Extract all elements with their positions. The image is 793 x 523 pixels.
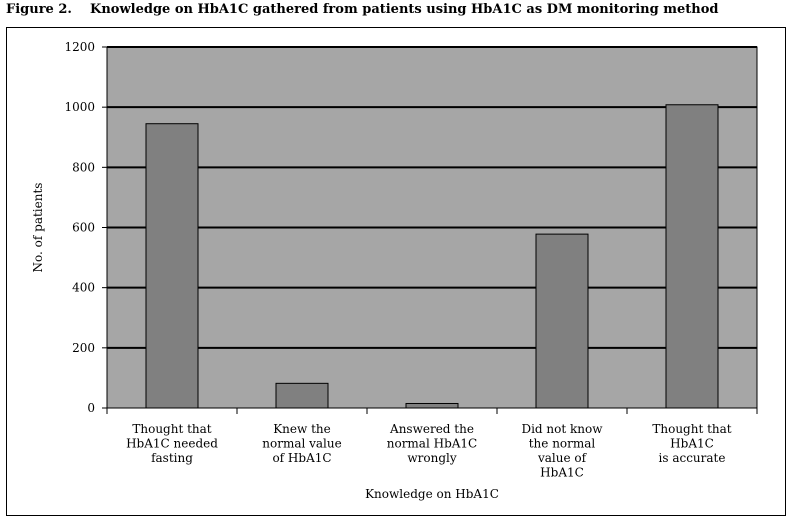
y-tick-labels: 0 200 400 600 800 1000 1200 bbox=[64, 40, 95, 415]
bar bbox=[145, 123, 199, 409]
y-tick-label: 400 bbox=[72, 281, 95, 295]
bars bbox=[145, 104, 719, 409]
x-category-label: Thought that HbA1C needed fasting bbox=[126, 422, 218, 465]
figure-title: Figure 2. Knowledge on HbA1C gathered fr… bbox=[6, 2, 719, 17]
x-category-label: Knew the normal value of HbA1C bbox=[262, 422, 341, 465]
y-tick-label: 800 bbox=[72, 160, 95, 174]
y-tick-label: 600 bbox=[72, 221, 95, 235]
x-category-label: Answered the normal HbA1C wrongly bbox=[387, 422, 478, 465]
y-tick-label: 0 bbox=[87, 401, 95, 415]
x-category-labels: Thought that HbA1C needed fasting Knew the n… bbox=[126, 422, 732, 480]
y-axis-title: No. of patients bbox=[31, 183, 45, 273]
x-axis-title: Knowledge on HbA1C bbox=[365, 487, 499, 501]
y-tick-label: 1000 bbox=[64, 100, 95, 114]
y-tick-label: 1200 bbox=[64, 40, 95, 54]
figure-frame bbox=[6, 27, 786, 516]
gridlines bbox=[107, 46, 757, 349]
y-tick-label: 200 bbox=[72, 341, 95, 355]
bar bbox=[275, 382, 329, 409]
bar bbox=[405, 402, 459, 409]
bar bbox=[535, 233, 589, 409]
x-category-label: Thought that HbA1C is accurate bbox=[652, 422, 731, 465]
bar bbox=[665, 104, 719, 409]
axes bbox=[102, 46, 758, 414]
x-category-label: Did not know the normal value of HbA1C bbox=[521, 422, 603, 480]
